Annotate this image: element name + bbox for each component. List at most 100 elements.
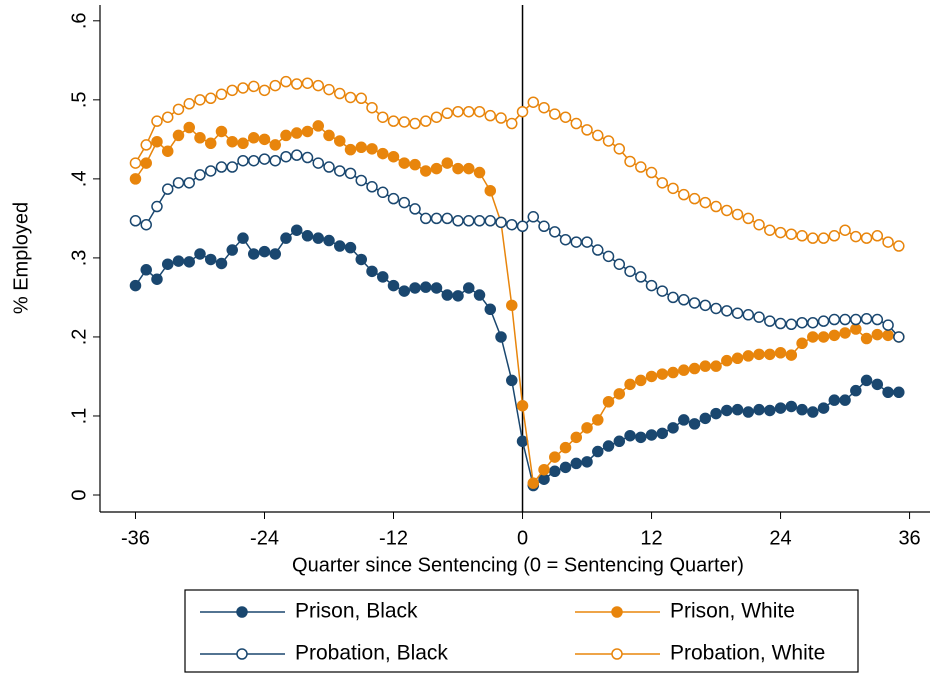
marker [280, 129, 292, 142]
marker [355, 92, 368, 105]
marker [409, 158, 421, 171]
marker [161, 145, 174, 157]
marker [699, 299, 712, 312]
marker [710, 407, 722, 420]
marker [721, 204, 733, 217]
marker [871, 313, 884, 326]
marker [592, 445, 604, 458]
marker [420, 165, 432, 177]
marker [817, 331, 830, 343]
marker [344, 241, 357, 254]
marker [785, 318, 798, 331]
marker [420, 115, 432, 127]
marker [785, 349, 798, 361]
marker [871, 378, 884, 391]
marker [656, 177, 669, 189]
marker [194, 132, 206, 144]
marker [828, 313, 841, 326]
marker [377, 147, 389, 160]
marker [194, 169, 206, 181]
marker [183, 98, 195, 110]
marker [290, 78, 303, 90]
marker [247, 154, 260, 167]
y-tick-label: .1 [68, 408, 90, 425]
marker [538, 220, 550, 233]
marker [538, 473, 550, 485]
marker [764, 404, 776, 417]
marker [516, 105, 529, 118]
marker [710, 200, 722, 213]
marker [430, 111, 443, 123]
marker [559, 111, 572, 123]
marker [807, 232, 819, 244]
y-tick-label: .5 [68, 91, 90, 108]
marker [140, 218, 152, 231]
marker [140, 157, 152, 169]
marker [204, 165, 217, 177]
marker [506, 299, 518, 312]
marker [452, 290, 464, 302]
marker [344, 143, 357, 156]
marker [549, 226, 561, 238]
marker [785, 400, 798, 413]
marker [398, 116, 411, 128]
marker [172, 103, 185, 116]
marker [312, 232, 325, 244]
marker [796, 316, 808, 329]
marker [538, 463, 550, 476]
marker [301, 77, 314, 89]
marker [538, 101, 550, 114]
marker [258, 153, 271, 165]
marker [172, 177, 185, 189]
marker [742, 350, 755, 362]
marker [301, 230, 314, 242]
marker [161, 111, 174, 123]
marker [355, 174, 368, 187]
marker [796, 337, 808, 350]
y-tick-label: .2 [68, 329, 90, 346]
marker [161, 183, 174, 195]
marker [430, 162, 443, 175]
marker [796, 403, 808, 416]
marker [635, 374, 647, 387]
marker [774, 317, 787, 330]
marker [602, 395, 615, 408]
marker [807, 406, 819, 418]
marker [871, 230, 884, 242]
marker [893, 331, 905, 343]
marker [645, 166, 658, 179]
marker [699, 196, 712, 209]
marker [495, 331, 507, 343]
marker [635, 431, 647, 444]
marker [484, 215, 497, 227]
marker [247, 132, 260, 144]
marker [463, 282, 475, 294]
marker [611, 606, 623, 618]
marker [129, 279, 142, 292]
marker [796, 230, 808, 242]
marker [882, 386, 894, 399]
marker [473, 289, 486, 301]
marker [570, 117, 583, 130]
marker [334, 135, 346, 147]
marker [280, 150, 292, 163]
marker [215, 88, 228, 101]
marker [592, 129, 604, 142]
marker [807, 331, 819, 343]
marker [312, 79, 325, 92]
marker [420, 212, 432, 225]
marker [635, 271, 647, 283]
marker [463, 215, 475, 227]
marker [290, 149, 303, 161]
marker [678, 188, 690, 201]
marker [398, 196, 411, 209]
marker [624, 265, 636, 278]
marker [183, 121, 195, 134]
marker [129, 173, 142, 185]
marker [764, 315, 776, 327]
marker [624, 429, 636, 442]
marker [140, 139, 152, 151]
marker [473, 105, 486, 118]
marker [721, 354, 733, 367]
marker [484, 303, 497, 316]
